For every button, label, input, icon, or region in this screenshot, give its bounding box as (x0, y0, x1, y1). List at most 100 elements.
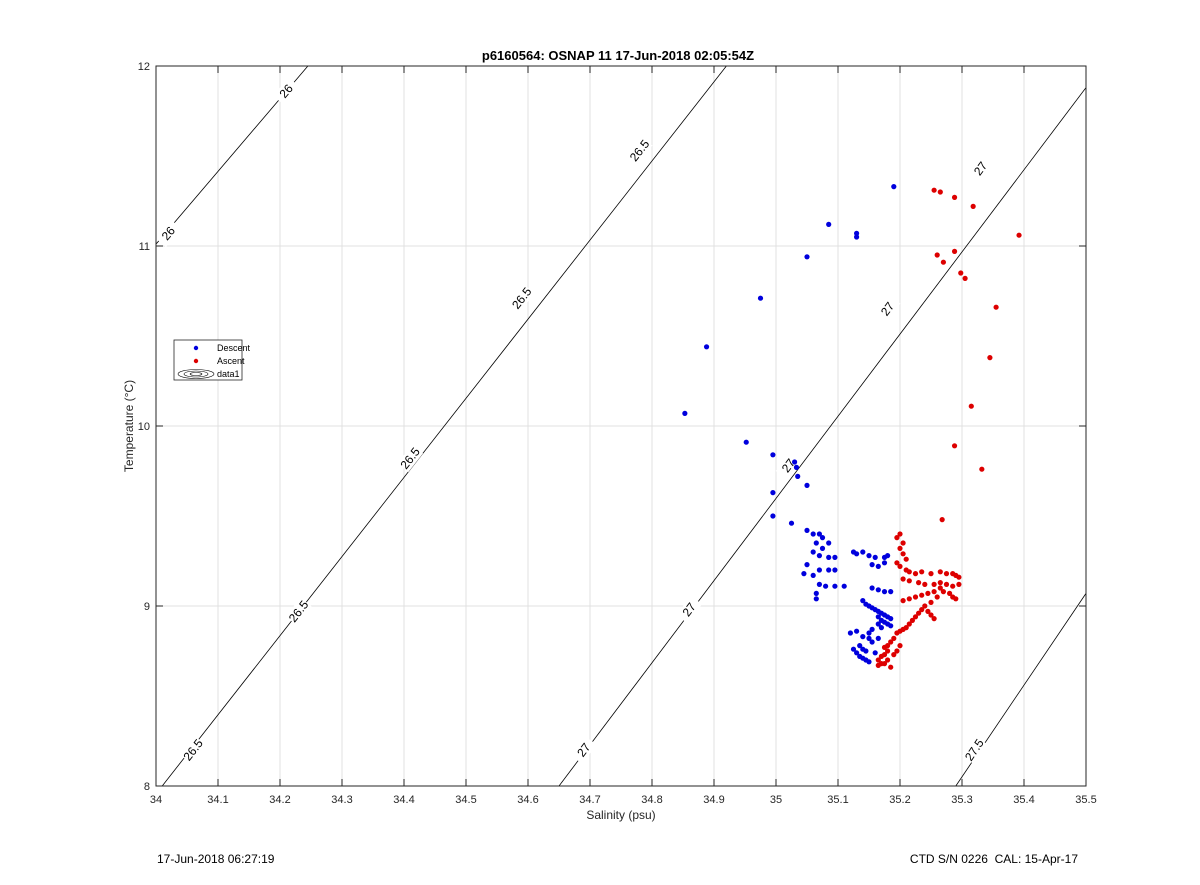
ascent-point (916, 610, 922, 616)
descent-point (881, 589, 888, 595)
descent-point (788, 520, 795, 526)
ascent-point (928, 599, 934, 606)
descent-point (743, 439, 749, 445)
descent-point (866, 553, 872, 559)
descent-point (826, 540, 832, 546)
legend[interactable]: Descent Ascent data1 (173, 339, 251, 381)
ascent-point (894, 630, 900, 636)
contour-label-bg (626, 136, 653, 165)
descent-point (819, 545, 826, 552)
ascent-point (956, 574, 962, 580)
y-tick-label: 11 (139, 241, 150, 253)
series-descent (682, 184, 897, 665)
x-tick-label: 35.5 (1075, 794, 1096, 806)
ascent-point (928, 612, 934, 618)
legend-data1-label: data1 (217, 369, 240, 379)
descent-point (826, 221, 832, 227)
contour-label-bg (874, 295, 901, 323)
ascent-point (885, 648, 891, 654)
descent-point (888, 589, 894, 595)
descent-point (866, 635, 872, 642)
ascent-point (951, 248, 958, 254)
ascent-point (937, 580, 943, 586)
isopycnal-line (558, 87, 1086, 786)
ascent-point (888, 664, 894, 670)
descent-point (795, 473, 801, 479)
ascent-point (943, 571, 950, 577)
descent-point (816, 553, 823, 559)
footer-instrument-info: CTD S/N 0226 CAL: 15-Apr-17 (909, 852, 1078, 866)
x-tick-label: 34.7 (579, 794, 600, 806)
descent-point (816, 531, 823, 537)
ascent-point (900, 551, 906, 557)
descent-point (793, 464, 800, 470)
x-tick-label: 34.8 (641, 794, 662, 806)
descent-point (804, 254, 810, 260)
ascent-point (909, 617, 916, 624)
ascent-point (970, 203, 976, 209)
ascent-point (931, 187, 937, 193)
contour-label: 26.5 (627, 137, 653, 164)
ascent-point (987, 355, 993, 361)
ascent-point (950, 583, 956, 589)
contour-label-bg (775, 451, 802, 480)
ascent-point (878, 653, 885, 660)
y-axis-label: Temperature (°C) (122, 380, 136, 472)
descent-point (703, 344, 710, 350)
legend-contour-icon (177, 369, 215, 379)
ascent-point (928, 571, 934, 577)
ascent-point (951, 443, 958, 449)
y-tick-label: 9 (144, 601, 150, 613)
descent-point (823, 583, 829, 589)
descent-point (770, 490, 776, 496)
ascent-point (897, 563, 903, 570)
ascent-point (939, 517, 945, 523)
legend-box (173, 339, 243, 381)
x-tick-label: 35.3 (951, 794, 972, 806)
y-tick-label: 8 (144, 781, 150, 793)
legend-ascent-label: Ascent (217, 356, 245, 366)
ascent-point (894, 535, 900, 541)
contour-label-bg (285, 597, 312, 626)
ascent-point (925, 608, 931, 615)
ascent-point (881, 661, 888, 667)
descent-point (682, 410, 688, 416)
descent-point (875, 621, 881, 627)
ascent-point (968, 403, 974, 409)
ascent-point (906, 569, 912, 575)
ascent-point (925, 590, 931, 597)
contour-label-bg (155, 219, 182, 248)
ascent-point (916, 580, 922, 586)
contour-label: 26.5 (180, 736, 206, 763)
ascent-point (900, 540, 906, 546)
x-tick-label: 34.9 (703, 794, 724, 806)
ascent-point (931, 616, 937, 622)
ascent-point (931, 589, 937, 595)
ascent-point (903, 556, 909, 562)
descent-point (832, 583, 838, 589)
ascent-point (922, 581, 928, 588)
ascent-point (875, 657, 881, 663)
descent-point (866, 630, 872, 636)
ascent-point (897, 643, 903, 649)
ascent-point (894, 648, 900, 654)
descent-point (854, 230, 860, 236)
ascent-point (922, 603, 928, 609)
x-tick-label: 34.1 (207, 794, 228, 806)
ascent-point (934, 252, 940, 258)
x-tick-label: 34.3 (331, 794, 352, 806)
ascent-point (934, 594, 940, 600)
descent-point (804, 562, 810, 568)
ascent-point (906, 578, 912, 584)
ascent-point (937, 189, 943, 195)
descent-point (869, 585, 875, 591)
descent-point (888, 616, 894, 622)
descent-point (770, 452, 776, 458)
descent-point (854, 234, 860, 240)
descent-point (875, 587, 881, 593)
descent-point (891, 184, 897, 190)
ascent-point (919, 569, 925, 575)
descent-point (869, 639, 875, 645)
